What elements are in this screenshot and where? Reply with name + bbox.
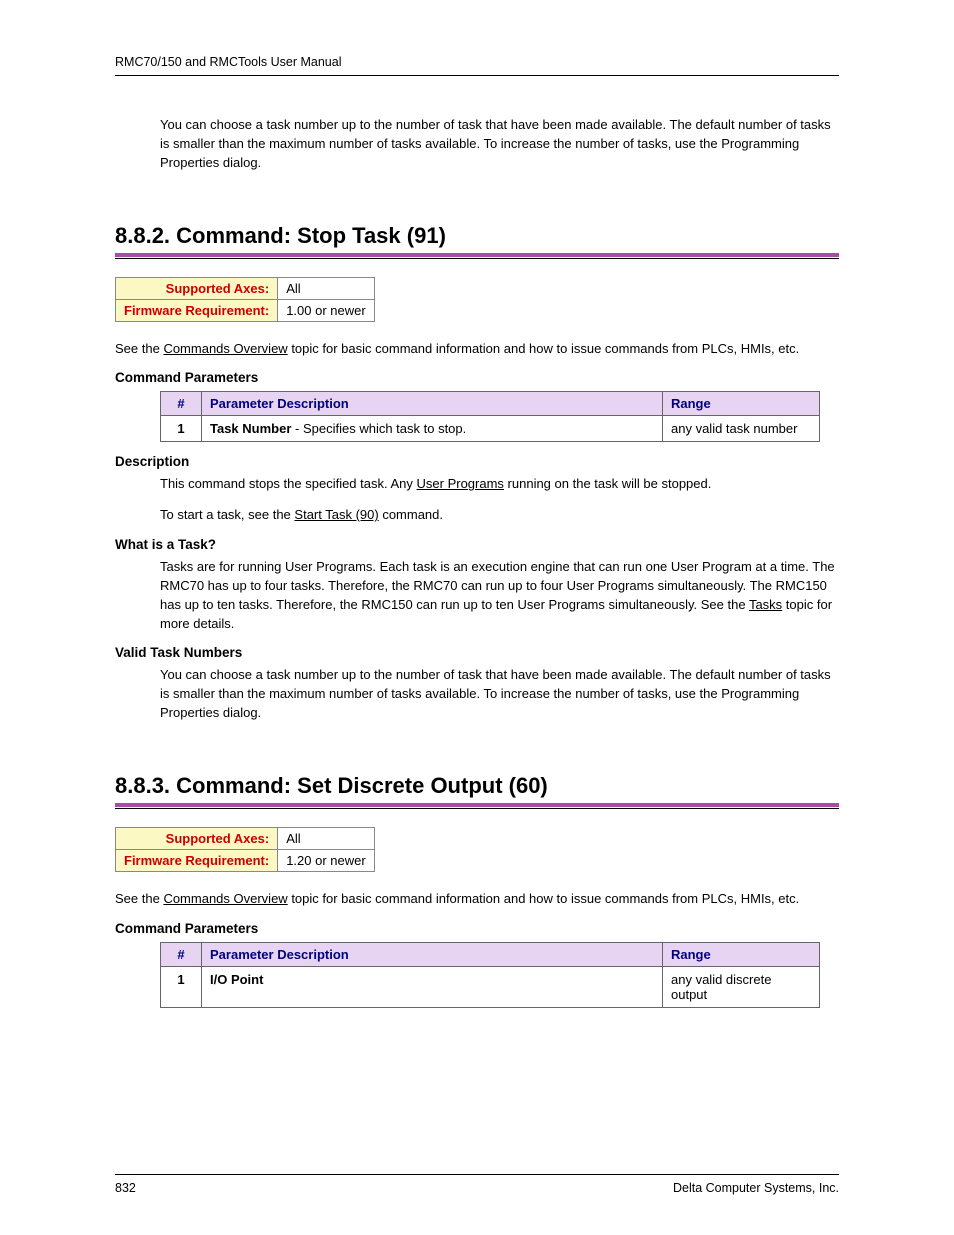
- intro-paragraph: You can choose a task number up to the n…: [160, 116, 839, 173]
- info-fw-value: 1.20 or newer: [278, 849, 375, 871]
- param-rest: - Specifies which task to stop.: [291, 421, 466, 436]
- valid-task-para: You can choose a task number up to the n…: [160, 666, 839, 723]
- param-header-num: #: [161, 942, 202, 966]
- table-row: 1 Task Number - Specifies which task to …: [161, 416, 820, 442]
- description-heading: Description: [115, 454, 839, 469]
- info-axes-value: All: [278, 277, 375, 299]
- param-table: # Parameter Description Range 1 Task Num…: [160, 391, 820, 442]
- overview-post: topic for basic command information and …: [288, 891, 800, 906]
- param-row-range: any valid discrete output: [663, 966, 820, 1007]
- description-para-2: To start a task, see the Start Task (90)…: [160, 506, 839, 525]
- tasks-link[interactable]: Tasks: [749, 597, 782, 612]
- footer-company: Delta Computer Systems, Inc.: [673, 1181, 839, 1195]
- param-header-range: Range: [663, 392, 820, 416]
- footer: 832 Delta Computer Systems, Inc.: [115, 1174, 839, 1195]
- page-number: 832: [115, 1181, 136, 1195]
- desc2-post: command.: [379, 507, 443, 522]
- section-set-discrete-output: 8.8.3. Command: Set Discrete Output (60)…: [115, 773, 839, 1008]
- params-heading: Command Parameters: [115, 921, 839, 936]
- start-task-link[interactable]: Start Task (90): [294, 507, 378, 522]
- user-programs-link[interactable]: User Programs: [417, 476, 504, 491]
- param-header-desc: Parameter Description: [202, 392, 663, 416]
- desc2-pre: To start a task, see the: [160, 507, 294, 522]
- info-axes-value: All: [278, 827, 375, 849]
- param-name-bold: I/O Point: [210, 972, 263, 987]
- desc1-post: running on the task will be stopped.: [504, 476, 711, 491]
- page: RMC70/150 and RMCTools User Manual You c…: [0, 0, 954, 1235]
- table-row: 1 I/O Point any valid discrete output: [161, 966, 820, 1007]
- info-table: Supported Axes: All Firmware Requirement…: [115, 277, 375, 322]
- running-header: RMC70/150 and RMCTools User Manual: [115, 55, 839, 76]
- commands-overview-link[interactable]: Commands Overview: [163, 891, 287, 906]
- commands-overview-link[interactable]: Commands Overview: [163, 341, 287, 356]
- info-axes-label: Supported Axes:: [116, 827, 278, 849]
- param-header-desc: Parameter Description: [202, 942, 663, 966]
- info-fw-value: 1.00 or newer: [278, 299, 375, 321]
- section-heading: 8.8.2. Command: Stop Task (91): [115, 223, 839, 257]
- overview-pre: See the: [115, 891, 163, 906]
- params-heading: Command Parameters: [115, 370, 839, 385]
- description-para-1: This command stops the specified task. A…: [160, 475, 839, 494]
- section-stop-task: 8.8.2. Command: Stop Task (91) Supported…: [115, 223, 839, 723]
- overview-text: See the Commands Overview topic for basi…: [115, 340, 839, 359]
- overview-text: See the Commands Overview topic for basi…: [115, 890, 839, 909]
- param-header-num: #: [161, 392, 202, 416]
- info-table: Supported Axes: All Firmware Requirement…: [115, 827, 375, 872]
- param-header-range: Range: [663, 942, 820, 966]
- param-row-num: 1: [161, 966, 202, 1007]
- valid-task-heading: Valid Task Numbers: [115, 645, 839, 660]
- section-heading: 8.8.3. Command: Set Discrete Output (60): [115, 773, 839, 807]
- info-fw-label: Firmware Requirement:: [116, 849, 278, 871]
- param-row-desc: Task Number - Specifies which task to st…: [202, 416, 663, 442]
- info-fw-label: Firmware Requirement:: [116, 299, 278, 321]
- desc1-pre: This command stops the specified task. A…: [160, 476, 417, 491]
- overview-pre: See the: [115, 341, 163, 356]
- what-is-task-heading: What is a Task?: [115, 537, 839, 552]
- what-is-task-para: Tasks are for running User Programs. Eac…: [160, 558, 839, 633]
- what-pre: Tasks are for running User Programs. Eac…: [160, 559, 835, 612]
- param-row-desc: I/O Point: [202, 966, 663, 1007]
- overview-post: topic for basic command information and …: [288, 341, 800, 356]
- info-axes-label: Supported Axes:: [116, 277, 278, 299]
- param-row-num: 1: [161, 416, 202, 442]
- param-table: # Parameter Description Range 1 I/O Poin…: [160, 942, 820, 1008]
- param-row-range: any valid task number: [663, 416, 820, 442]
- param-name-bold: Task Number: [210, 421, 291, 436]
